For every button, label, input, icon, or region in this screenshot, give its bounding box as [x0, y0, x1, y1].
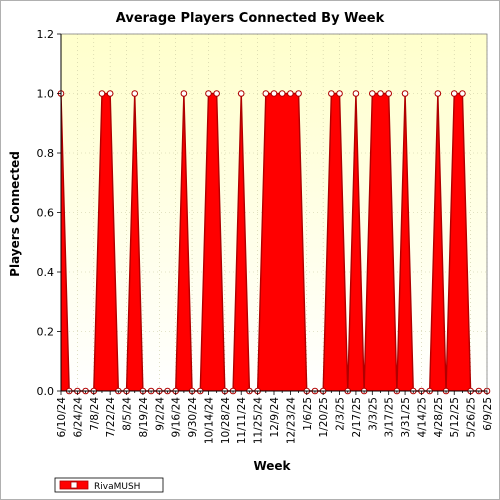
data-point [352, 90, 360, 97]
x-tick-label: 7/22/24 [105, 397, 117, 438]
x-tick-label: 9/16/24 [171, 397, 183, 438]
x-tick-label: 6/9/25 [482, 397, 494, 431]
data-point [369, 90, 376, 97]
data-point [213, 90, 220, 97]
x-tick-label: 8/5/24 [122, 397, 134, 431]
data-point [98, 90, 106, 97]
x-tick-label: 6/10/24 [56, 397, 68, 438]
data-point [401, 90, 409, 97]
x-tick-label: 8/19/24 [138, 397, 150, 438]
y-tick-label: 1.2 [37, 28, 55, 41]
x-tick-label: 11/25/24 [253, 397, 265, 444]
y-tick-label: 0.8 [37, 147, 55, 160]
axis-layer: 0.0 0.2 0.4 0.6 0.8 1.0 1.2 6/10/24 6/24/24 7/8/2… [37, 28, 495, 444]
y-tick-label: 0.0 [37, 385, 55, 398]
x-axis-label: Week [253, 459, 291, 473]
data-point [459, 90, 466, 97]
data-point [131, 90, 139, 97]
y-tick-label: 0.2 [37, 326, 55, 339]
x-tick-label: 6/24/24 [72, 397, 84, 438]
x-tick-label: 3/17/25 [384, 397, 396, 437]
data-point [385, 90, 392, 97]
x-tick-label: 2/3/25 [335, 397, 347, 431]
x-tick-label: 10/14/24 [203, 397, 215, 444]
x-tick-label: 1/20/25 [318, 397, 330, 437]
series-area [61, 93, 487, 391]
data-point [270, 90, 278, 97]
x-tick-label: 9/2/24 [154, 397, 166, 431]
legend-label: RivaMUSH [94, 482, 140, 492]
x-tick-label: 5/26/25 [466, 397, 478, 437]
y-tick-label: 1.0 [37, 88, 55, 101]
y-axis-label: Players Connected [8, 151, 22, 277]
data-point [295, 90, 302, 97]
x-tick-label: 4/28/25 [433, 397, 445, 437]
data-point [336, 90, 343, 97]
data-point [237, 90, 245, 97]
x-tick-label: 7/8/24 [89, 397, 101, 431]
x-tick-label: 5/12/25 [449, 397, 461, 437]
x-tick-label: 9/30/24 [187, 397, 199, 438]
data-point [106, 90, 114, 97]
data-point [278, 90, 286, 97]
data-point [434, 90, 442, 97]
data-point [287, 90, 294, 97]
x-tick-label: 2/17/25 [351, 397, 363, 437]
data-point [328, 90, 335, 97]
x-tick-label: 1/6/25 [302, 397, 314, 431]
y-tick-label: 0.4 [37, 266, 55, 279]
data-point [377, 90, 384, 97]
x-tick-label: 10/28/24 [220, 397, 232, 444]
x-tick-label: 3/3/25 [367, 397, 379, 431]
legend: RivaMUSH [54, 477, 164, 493]
x-tick-label: 4/14/25 [416, 397, 428, 437]
x-tick-label: 12/9/24 [269, 397, 281, 438]
chart-title: Average Players Connected By Week [116, 11, 385, 26]
x-tick-label: 11/11/24 [236, 397, 248, 444]
data-point [205, 90, 212, 97]
x-tick-label: 12/23/24 [285, 397, 297, 444]
legend-marker [70, 481, 78, 489]
data-point [450, 90, 458, 97]
data-point [262, 90, 270, 97]
x-tick-label: 3/31/25 [400, 397, 412, 437]
data-point [180, 90, 188, 97]
y-tick-label: 0.6 [37, 207, 55, 220]
